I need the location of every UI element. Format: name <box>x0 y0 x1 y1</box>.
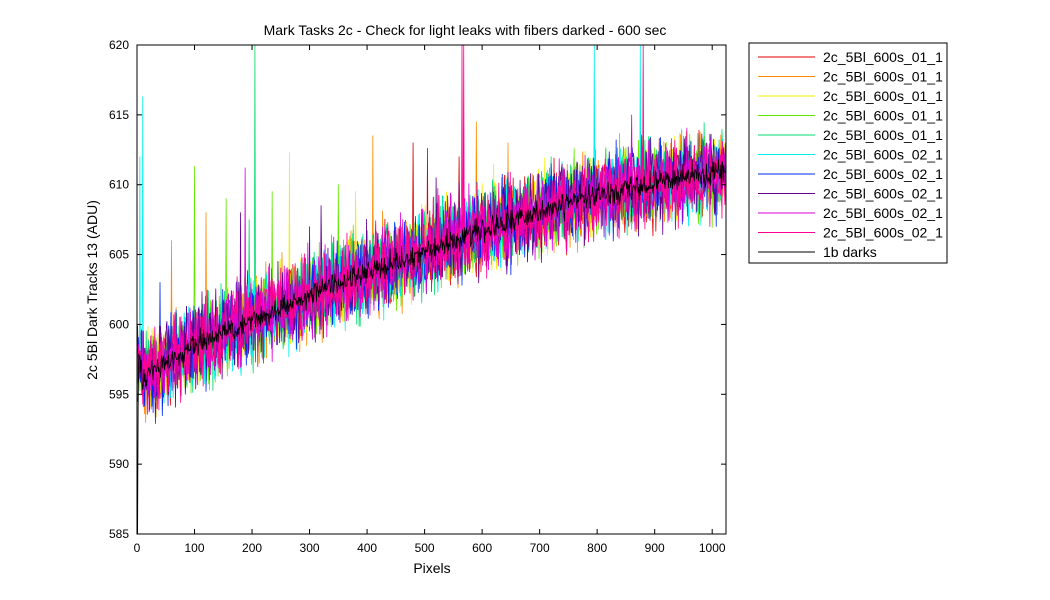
legend-label: 2c_5Bl_600s_01_1 <box>823 69 943 85</box>
series-layer <box>137 45 726 534</box>
legend-label: 2c_5Bl_600s_02_1 <box>823 205 943 221</box>
legend: 2c_5Bl_600s_01_1 2c_5Bl_600s_01_1 2c_5Bl_6… <box>748 42 948 264</box>
legend-box <box>748 42 948 264</box>
y-axis-title: 2c 5Bl Dark Tracks 13 (ADU) <box>84 200 100 380</box>
legend-label: 2c_5Bl_600s_01_1 <box>823 108 943 124</box>
x-tick-label: 700 <box>530 541 550 555</box>
x-axis-title: Pixels <box>413 560 450 576</box>
ticks-layer: 0 100 200 300 400 500 600 700 800 900 1000 585 590 59… <box>109 38 726 555</box>
x-tick-label: 600 <box>472 541 492 555</box>
y-tick-label: 615 <box>109 108 129 122</box>
y-tick-label: 605 <box>109 248 129 262</box>
legend-label: 2c_5Bl_600s_02_1 <box>823 147 943 163</box>
x-tick-label: 0 <box>134 541 141 555</box>
legend-label: 2c_5Bl_600s_02_1 <box>823 186 943 202</box>
x-tick-label: 500 <box>415 541 435 555</box>
x-tick-label: 200 <box>242 541 262 555</box>
x-tick-label: 400 <box>357 541 377 555</box>
legend-label: 1b darks <box>823 244 877 260</box>
x-tick-label: 1000 <box>699 541 726 555</box>
chart-title: Mark Tasks 2c - Check for light leaks wi… <box>264 22 667 38</box>
x-tick-label: 300 <box>300 541 320 555</box>
y-tick-label: 600 <box>109 317 129 331</box>
legend-label: 2c_5Bl_600s_01_1 <box>823 127 943 143</box>
x-tick-label: 800 <box>587 541 607 555</box>
legend-label: 2c_5Bl_600s_02_1 <box>823 225 943 241</box>
y-tick-label: 610 <box>109 178 129 192</box>
x-tick-label: 100 <box>185 541 205 555</box>
series-line-11 <box>137 159 726 534</box>
x-tick-label: 900 <box>645 541 665 555</box>
series-line-10 <box>137 45 726 411</box>
y-tick-label: 620 <box>109 38 129 52</box>
legend-label: 2c_5Bl_600s_01_1 <box>823 88 943 104</box>
y-tick-label: 590 <box>109 457 129 471</box>
plot-frame <box>136 44 727 535</box>
y-tick-label: 595 <box>109 387 129 401</box>
y-tick-label: 585 <box>109 527 129 541</box>
legend-label: 2c_5Bl_600s_01_1 <box>823 49 943 65</box>
legend-label: 2c_5Bl_600s_02_1 <box>823 166 943 182</box>
